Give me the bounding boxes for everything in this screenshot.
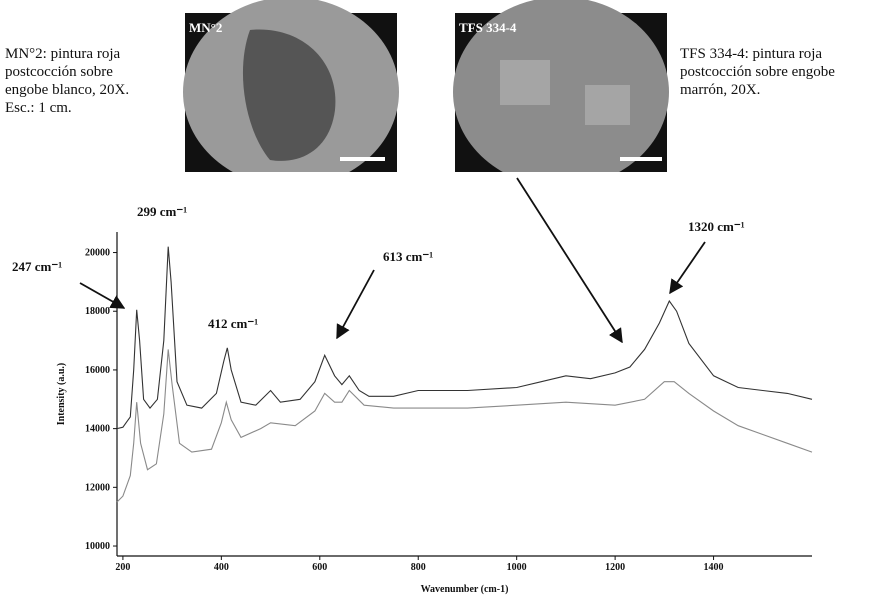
x-tick-label: 800 [411,562,426,573]
pattern [585,85,630,125]
spectrum-line [117,247,812,429]
peak-label: 613 cm⁻¹ [383,249,433,264]
peak-label: 299 cm⁻¹ [137,204,187,219]
caption-line: engobe blanco, 20X. [5,82,129,98]
x-tick-label: 1000 [507,562,527,573]
peak-label: 247 cm⁻¹ [12,259,62,274]
caption-line: Esc.: 1 cm. [5,100,72,116]
x-tick-label: 1400 [704,562,724,573]
y-tick-label: 14000 [85,424,110,435]
y-tick-label: 20000 [85,248,110,259]
caption-line: postcocción sobre [5,64,113,80]
caption-line: TFS 334-4: pintura roja [680,46,822,62]
x-tick-label: 200 [115,562,130,573]
figure: MN°2 TFS 334-4 MN°2: pintura roja postcoc… [0,0,893,599]
caption-line: marrón, 20X. [680,82,760,98]
peak-arrow [670,242,705,293]
arrow [517,178,622,342]
y-tick-label: 10000 [85,541,110,552]
caption-line: postcocción sobre engobe [680,64,835,80]
caption-line: MN°2: pintura roja [5,46,120,62]
x-tick-label: 400 [214,562,229,573]
x-tick-label: 600 [312,562,327,573]
x-axis-title: Wavenumber (cm-1) [421,584,509,595]
y-tick-label: 12000 [85,482,110,493]
y-tick-label: 18000 [85,306,110,317]
image-label: TFS 334-4 [459,20,517,35]
pattern [500,60,550,105]
y-axis-title: Intensity (a.u.) [56,363,67,426]
peak-label: 412 cm⁻¹ [208,316,258,331]
peak-arrow [337,270,374,338]
x-tick-label: 1200 [605,562,625,573]
peak-label: 1320 cm⁻¹ [688,219,745,234]
y-tick-label: 16000 [85,365,110,376]
mask [0,172,893,192]
image-label: MN°2 [189,20,222,35]
